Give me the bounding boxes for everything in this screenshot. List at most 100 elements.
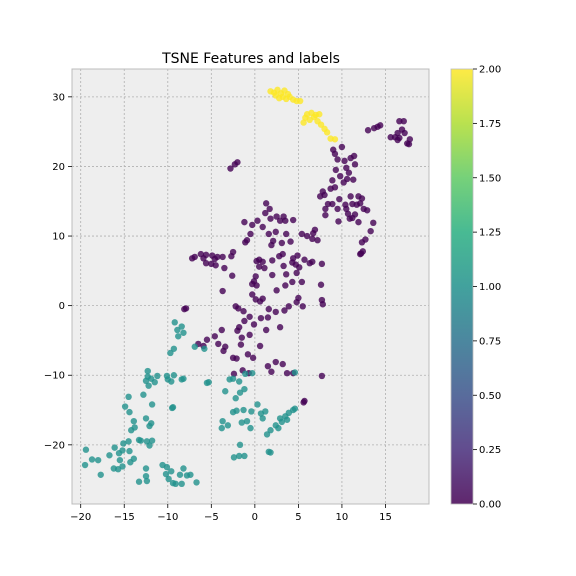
scatter-point-label-0 (234, 327, 241, 334)
scatter-point-label-0 (357, 200, 364, 207)
scatter-point-label-0 (230, 370, 238, 378)
scatter-point-label-0 (358, 239, 366, 246)
scatter-point-label-0 (218, 326, 225, 334)
chart-title: TSNE Features and labels (161, 51, 340, 67)
scatter-point-label-1 (168, 468, 175, 475)
scatter-point-label-1 (171, 319, 178, 326)
scatter-point-label-0 (322, 205, 329, 213)
scatter-point-label-0 (357, 250, 365, 257)
data-points (81, 86, 414, 488)
scatter-point-label-1 (219, 417, 226, 425)
scatter-point-label-1 (262, 408, 269, 415)
scatter-point-label-1 (174, 326, 181, 334)
scatter-point-label-1 (241, 385, 248, 393)
scatter-point-label-0 (300, 399, 307, 406)
scatter-point-label-1 (128, 427, 135, 434)
x-tick-label: 10 (336, 512, 349, 523)
scatter-point-label-0 (273, 287, 280, 294)
scatter-point-label-0 (211, 255, 218, 263)
scatter-point-label-1 (242, 370, 249, 378)
scatter-point-label-0 (264, 314, 272, 321)
scatter-point-label-0 (316, 193, 324, 200)
scatter-point-label-0 (318, 260, 326, 268)
scatter-point-label-0 (311, 226, 319, 233)
scatter-point-label-0 (182, 305, 190, 312)
scatter-point-label-0 (237, 341, 245, 348)
scatter-point-label-1 (276, 415, 284, 422)
scatter-point-label-0 (296, 264, 303, 271)
colorbar-tick-label: 0.25 (479, 445, 501, 456)
scatter-point-label-1 (247, 424, 254, 432)
scatter-point-label-0 (269, 257, 276, 264)
scatter-point-label-0 (234, 159, 241, 166)
scatter-point-label-0 (246, 331, 253, 339)
scatter-point-label-0 (301, 256, 308, 263)
scatter-point-label-0 (265, 230, 272, 238)
x-tick-label: 5 (295, 512, 301, 523)
scatter-point-label-1 (148, 437, 156, 444)
scatter-point-label-1 (272, 422, 279, 429)
scatter-point-label-1 (259, 415, 266, 422)
scatter-point-label-0 (282, 217, 289, 224)
scatter-point-label-0 (279, 360, 286, 368)
scatter-point-label-0 (242, 239, 249, 246)
scatter-point-label-0 (254, 217, 261, 224)
scatter-point-label-0 (219, 253, 226, 261)
scatter-point-label-2 (283, 95, 290, 103)
colorbar-tick-label: 0.00 (479, 500, 501, 511)
scatter-point-label-0 (289, 278, 296, 286)
scatter-point-label-0 (327, 185, 334, 192)
scatter-point-label-0 (262, 326, 270, 334)
scatter-point-label-1 (145, 382, 152, 389)
y-tick-label: 20 (52, 162, 65, 173)
scatter-point-label-0 (228, 253, 235, 260)
scatter-point-label-0 (269, 237, 277, 245)
scatter-point-label-1 (180, 329, 187, 336)
scatter-point-label-1 (151, 379, 158, 386)
scatter-point-label-1 (172, 480, 179, 488)
scatter-point-label-1 (116, 456, 124, 464)
scatter-point-label-0 (318, 372, 326, 380)
scatter-point-label-1 (111, 444, 118, 451)
scatter-point-label-1 (283, 416, 291, 423)
colorbar-tick-label: 2.00 (479, 65, 501, 76)
scatter-point-label-1 (291, 405, 299, 412)
colorbar-gradient (450, 68, 474, 505)
scatter-point-label-2 (300, 119, 307, 126)
scatter-point-label-0 (283, 230, 290, 238)
scatter-point-label-1 (291, 369, 299, 376)
scatter-point-label-0 (303, 232, 311, 240)
scatter-point-label-1 (115, 449, 123, 457)
x-tick-label: −10 (157, 512, 178, 523)
scatter-point-label-0 (257, 314, 265, 322)
x-tick-label: −5 (204, 512, 219, 523)
scatter-point-label-0 (394, 136, 401, 144)
scatter-point-label-1 (236, 389, 244, 396)
scatter-point-label-0 (294, 252, 301, 259)
scatter-point-label-0 (202, 259, 210, 267)
x-axis: −20 −15 −10 −5 0 5 10 15 (70, 504, 392, 523)
scatter-point-label-1 (163, 463, 171, 471)
scatter-point-label-1 (180, 375, 187, 382)
y-tick-label: −10 (44, 371, 65, 382)
scatter-point-label-0 (215, 340, 222, 348)
scatter-point-label-0 (338, 143, 346, 151)
scatter-point-label-1 (144, 367, 151, 375)
scatter-point-label-1 (142, 415, 150, 422)
scatter-point-label-0 (401, 129, 408, 137)
scatter-point-label-1 (229, 375, 237, 382)
scatter-point-label-0 (256, 342, 264, 350)
scatter-point-label-1 (162, 470, 170, 478)
scatter-point-label-0 (347, 193, 354, 200)
scatter-point-label-1 (125, 438, 132, 445)
scatter-point-label-0 (334, 205, 341, 213)
scatter-point-label-2 (296, 97, 304, 105)
scatter-point-label-0 (265, 305, 272, 313)
scatter-point-label-1 (167, 349, 174, 357)
scatter-point-label-0 (212, 262, 219, 269)
scatter-point-label-1 (142, 465, 150, 472)
scatter-point-label-0 (229, 272, 236, 279)
scatter-point-label-0 (282, 282, 289, 289)
scatter-point-label-1 (168, 378, 175, 385)
scatter-point-label-2 (276, 95, 283, 102)
